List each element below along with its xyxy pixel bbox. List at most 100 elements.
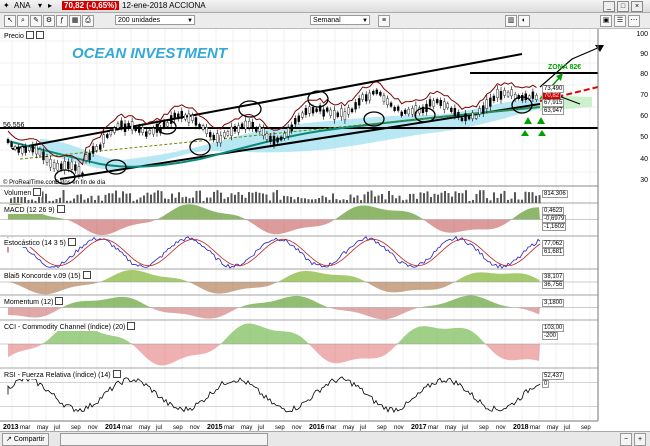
save-icon[interactable]: ▣: [600, 15, 612, 27]
candle-body: [109, 130, 113, 136]
panel-label-rsi[interactable]: RSI - Fuerza Relativa (índice) (14): [3, 370, 122, 379]
candle-body: [52, 162, 56, 170]
volume-bar: [325, 197, 327, 203]
color-icon[interactable]: ◐: [518, 15, 530, 27]
print-icon[interactable]: ⎙: [82, 15, 94, 27]
list-icon[interactable]: ☰: [614, 15, 626, 27]
volume-bar: [97, 195, 100, 203]
candle-body: [173, 112, 176, 120]
zoom-tool-icon[interactable]: ⌕: [17, 15, 29, 27]
volume-bar: [426, 191, 429, 203]
candle-body: [74, 164, 77, 171]
panel-settings-icon[interactable]: [82, 271, 91, 279]
cursor-tool-icon[interactable]: ↖: [4, 15, 16, 27]
price-tag: 67,915: [542, 99, 565, 107]
minimize-button[interactable]: _: [603, 1, 615, 12]
panel-label-cci[interactable]: CCI - Commodity Channel (índice) (20): [3, 322, 137, 331]
indicator-icon[interactable]: ƒ: [56, 15, 68, 27]
panel-label-volumen[interactable]: Volumen: [3, 188, 43, 197]
panel-close-icon[interactable]: [35, 31, 44, 39]
candle-body: [439, 100, 442, 106]
panel-settings-icon[interactable]: [56, 205, 65, 213]
candle-body: [350, 108, 354, 113]
period-select[interactable]: Semanal ▼: [310, 15, 370, 25]
candle-body: [478, 108, 481, 115]
candle-body: [485, 99, 488, 109]
volume-bar: [94, 199, 96, 203]
volume-bar: [398, 195, 401, 203]
chart-canvas[interactable]: 2013 mar may jul sep nov 2014 mar may jul sep nov 20…: [0, 29, 650, 431]
units-select[interactable]: 200 unidades ▼: [115, 15, 195, 25]
candle-body: [496, 89, 499, 99]
candle-body: [460, 117, 464, 122]
time-axis-label: sep: [377, 425, 387, 431]
panel-settings-icon[interactable]: [25, 31, 34, 39]
volume-bar: [136, 199, 138, 203]
indicator-value-tag: 3,1800: [542, 299, 565, 307]
candle-body: [389, 102, 393, 107]
panel-label-blai[interactable]: Blai5 Koncorde v.09 (15): [3, 271, 92, 280]
close-button[interactable]: ×: [631, 1, 643, 12]
volume-bar: [55, 198, 58, 203]
candle-body: [489, 97, 492, 107]
chart-type-icon[interactable]: ▥: [505, 15, 517, 27]
volume-bar: [272, 192, 275, 203]
zoom-in-button[interactable]: +: [634, 433, 647, 446]
candle-body: [446, 103, 449, 109]
volume-bar: [48, 200, 51, 203]
candle-body: [304, 107, 308, 115]
candle-body: [262, 128, 265, 136]
source-credit: © ProRealTime.com: [3, 179, 57, 186]
panel-label-estocastico[interactable]: Estocástico (14 3 5): [3, 238, 77, 247]
candle-body: [329, 109, 332, 116]
draw-tool-icon[interactable]: ✎: [30, 15, 42, 27]
candle-body: [56, 163, 59, 171]
indicator-negative-area: [8, 307, 540, 320]
volume-bar: [458, 193, 460, 203]
candle-body: [233, 126, 237, 132]
maximize-button[interactable]: □: [617, 1, 629, 12]
compartir-button[interactable]: ↗ Compartir: [2, 433, 49, 446]
panel-label-momentum[interactable]: Momentum (12): [3, 297, 65, 306]
ticker-dropdown-icon[interactable]: ▾: [38, 1, 43, 10]
price-axis-label: 80: [640, 71, 648, 78]
candle-body: [432, 100, 435, 107]
candle-body: [237, 125, 240, 133]
candle-body: [393, 106, 396, 111]
candle-body: [258, 126, 262, 132]
candle-body: [130, 121, 134, 131]
timeline-scrollbar[interactable]: [60, 433, 268, 446]
panel-settings-icon[interactable]: [112, 370, 121, 378]
volume-bar: [300, 198, 303, 203]
nav-arrow-icon[interactable]: ▸: [48, 1, 53, 10]
time-axis-label: mar: [224, 425, 234, 431]
panel-settings-icon[interactable]: [33, 188, 42, 196]
candle-body: [67, 161, 70, 169]
time-axis-label: may: [547, 425, 558, 431]
candle-body: [6, 139, 10, 143]
time-axis-label: mar: [428, 425, 438, 431]
volume-bar: [461, 193, 464, 203]
candle-body: [138, 126, 141, 133]
panel-settings-icon[interactable]: [67, 238, 76, 246]
candle-body: [247, 121, 251, 128]
panel-label-macd[interactable]: MACD (12 26 9): [3, 205, 66, 214]
panel-settings-icon[interactable]: [55, 297, 64, 305]
volume-bar: [307, 199, 310, 203]
options-icon[interactable]: ⋯: [628, 15, 640, 27]
grid-icon[interactable]: ▦: [69, 15, 81, 27]
candle-body: [343, 111, 347, 121]
zoom-out-button[interactable]: −: [620, 433, 633, 446]
volume-bar: [489, 200, 492, 203]
layout-icon[interactable]: ≡: [378, 15, 390, 27]
settings-icon[interactable]: ⚙: [43, 15, 55, 27]
panel-label-precio[interactable]: Precio: [3, 31, 45, 40]
candle-body: [506, 91, 510, 97]
volume-bar: [237, 192, 240, 203]
chart-area[interactable]: 2013 mar may jul sep nov 2014 mar may jul sep nov 20…: [0, 29, 650, 431]
volume-bar: [423, 193, 425, 203]
panel-settings-icon[interactable]: [127, 322, 136, 330]
time-axis-label: mar: [20, 425, 30, 431]
candle-body: [404, 109, 407, 114]
candle-body: [531, 91, 535, 99]
